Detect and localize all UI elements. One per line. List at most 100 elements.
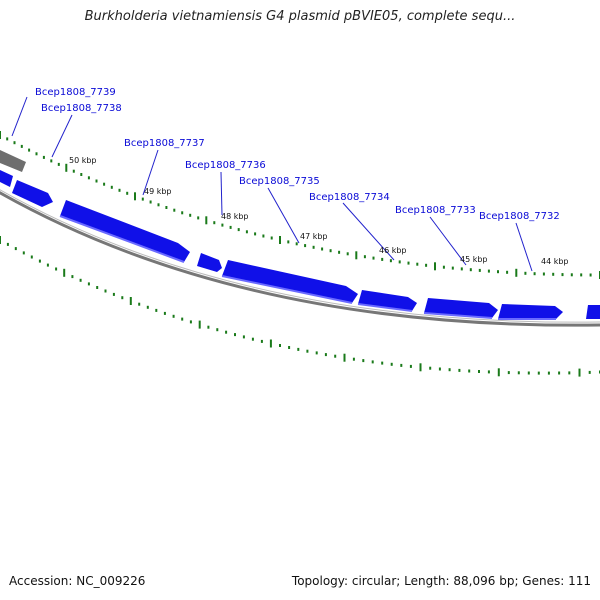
grey-feature — [0, 150, 26, 172]
minor-tick — [425, 263, 428, 267]
minor-tick — [181, 317, 184, 321]
gene-arrow[interactable] — [12, 180, 53, 207]
minor-tick — [478, 370, 480, 373]
minor-tick — [42, 155, 45, 159]
gene-label[interactable]: Bcep1808_7733 — [395, 205, 476, 216]
minor-tick — [381, 361, 384, 365]
minor-tick — [221, 223, 224, 227]
minor-tick — [141, 197, 144, 201]
minor-tick — [588, 370, 591, 374]
major-tick — [279, 236, 281, 244]
minor-tick — [533, 272, 536, 276]
minor-tick — [35, 152, 38, 156]
minor-tick — [163, 311, 166, 315]
minor-tick — [506, 270, 509, 274]
leader-line — [51, 114, 73, 158]
plasmid-backbone — [0, 191, 600, 327]
minor-tick — [381, 257, 384, 261]
minor-tick — [121, 296, 124, 300]
minor-tick — [334, 354, 337, 358]
minor-tick — [87, 282, 90, 286]
gene-label[interactable]: Bcep1808_7739 — [35, 87, 116, 98]
minor-tick — [338, 250, 341, 254]
leader-line — [515, 222, 533, 272]
gene-arrow[interactable] — [197, 253, 222, 272]
minor-tick — [324, 353, 327, 357]
gene-arrow[interactable] — [586, 305, 600, 319]
minor-tick — [451, 266, 454, 270]
minor-tick — [306, 349, 309, 353]
minor-tick — [181, 211, 184, 215]
gene-arrow[interactable] — [498, 304, 563, 319]
gene-label[interactable]: Bcep1808_7738 — [41, 103, 122, 114]
minor-tick — [547, 371, 550, 375]
minor-tick — [352, 357, 355, 361]
minor-tick — [197, 216, 200, 220]
scale-label: 45 kbp — [460, 255, 488, 264]
minor-tick — [478, 268, 481, 272]
minor-tick — [95, 179, 98, 183]
minor-tick — [527, 371, 530, 375]
minor-tick — [409, 364, 412, 368]
gene-arrow[interactable] — [424, 298, 498, 318]
leader-line — [267, 187, 300, 244]
minor-tick — [288, 346, 291, 349]
minor-tick — [46, 263, 49, 267]
accession-label: Accession: NC_009226 — [9, 574, 146, 588]
minor-tick — [189, 213, 192, 217]
minor-tick — [371, 360, 374, 364]
outer-scale-ticks — [0, 236, 600, 377]
minor-tick — [79, 278, 82, 282]
minor-tick — [362, 359, 365, 363]
minor-tick — [297, 347, 300, 351]
minor-tick — [315, 351, 318, 355]
minor-tick — [312, 245, 315, 249]
minor-tick — [407, 261, 410, 265]
gene-arrow[interactable] — [222, 260, 358, 303]
gene-label[interactable]: Bcep1808_7737 — [124, 138, 205, 149]
gene-arrow[interactable] — [0, 170, 13, 187]
minor-tick — [580, 273, 583, 277]
gene-label[interactable]: Bcep1808_7735 — [239, 176, 320, 187]
plasmid-backbone-highlight — [0, 189, 600, 323]
minor-tick — [189, 320, 192, 324]
minor-tick — [469, 268, 472, 272]
scale-label: 44 kbp — [541, 257, 569, 266]
minor-tick — [270, 236, 273, 240]
gene-arrow-edge — [59, 215, 185, 263]
minor-tick — [524, 271, 527, 275]
minor-tick — [245, 230, 248, 234]
minor-tick — [552, 272, 555, 276]
minor-tick — [22, 251, 25, 255]
minor-tick — [460, 267, 463, 271]
minor-tick — [38, 259, 41, 263]
scale-label: 46 kbp — [379, 246, 407, 255]
major-tick — [578, 368, 581, 377]
major-tick — [129, 297, 132, 305]
major-tick — [419, 363, 422, 372]
gene-label[interactable]: Bcep1808_7732 — [479, 211, 560, 222]
gene-label[interactable]: Bcep1808_7736 — [185, 160, 266, 171]
minor-tick — [458, 368, 461, 372]
minor-tick — [28, 148, 31, 152]
minor-tick — [295, 242, 298, 246]
minor-tick — [346, 252, 349, 256]
leader-line — [429, 216, 467, 266]
minor-tick — [57, 162, 60, 166]
major-tick — [134, 192, 136, 201]
scale-label: 50 kbp — [69, 156, 97, 165]
minor-tick — [262, 234, 265, 238]
map-title: Burkholderia vietnamiensis G4 plasmid pB… — [84, 9, 516, 24]
minor-tick — [448, 368, 451, 372]
minor-tick — [416, 262, 419, 266]
minor-tick — [165, 206, 168, 209]
minor-tick — [229, 225, 232, 229]
gene-label[interactable]: Bcep1808_7734 — [309, 192, 390, 203]
minor-tick — [149, 200, 152, 204]
gene-arrow[interactable] — [60, 200, 190, 262]
major-tick — [343, 353, 346, 362]
minor-tick — [173, 208, 176, 212]
label-leader-lines — [11, 96, 533, 272]
minor-tick — [155, 308, 158, 312]
minor-tick — [172, 314, 175, 318]
